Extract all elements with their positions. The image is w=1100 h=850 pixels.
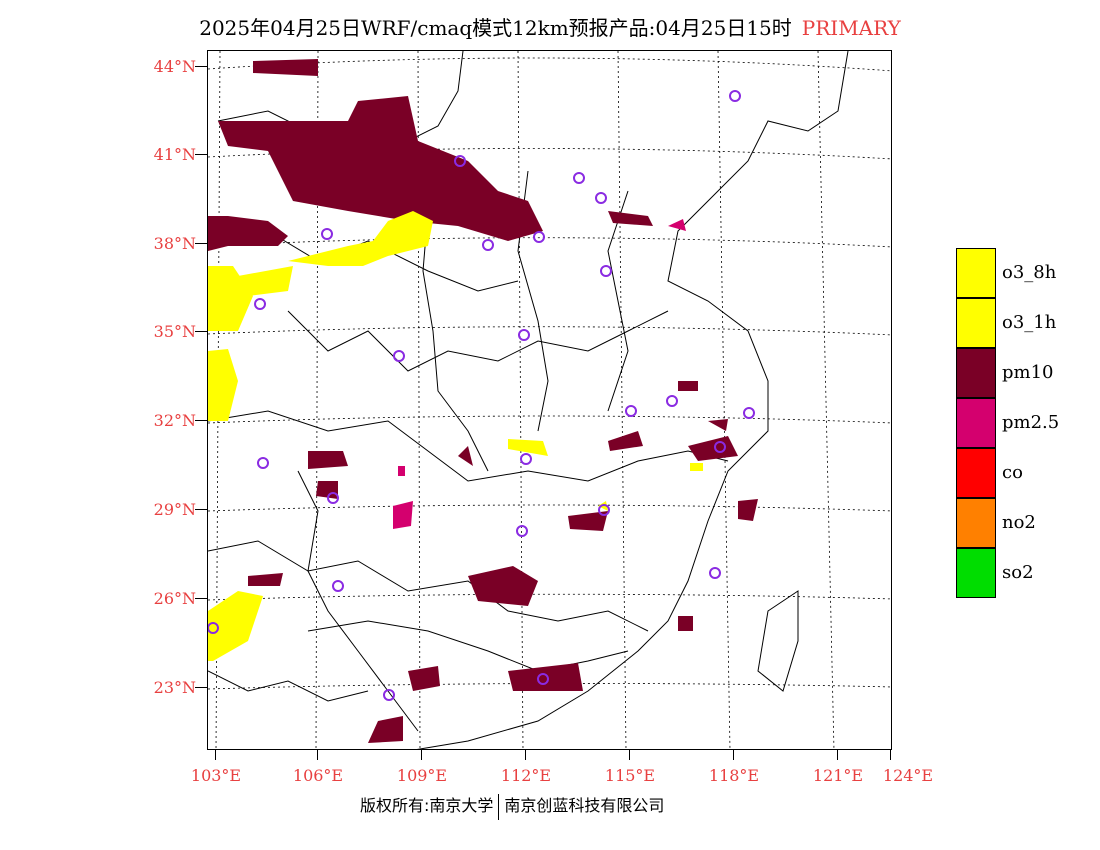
map-canvas <box>208 51 891 749</box>
legend-label: co <box>1002 462 1023 483</box>
copyright-right: 南京创蓝科技有限公司 <box>504 796 665 815</box>
copyright-footer: 版权所有:南京大学 南京创蓝科技有限公司 <box>360 792 664 820</box>
lon-label-121: 121°E <box>812 766 864 785</box>
lon-label-115: 115°E <box>604 766 656 785</box>
lon-label-106: 106°E <box>292 766 344 785</box>
legend-swatch <box>956 298 996 348</box>
lat-label-35: 35°N <box>153 322 196 341</box>
lon-tick-106 <box>317 750 318 760</box>
lon-tick-121 <box>837 750 838 760</box>
lat-label-44: 44°N <box>153 57 196 76</box>
lon-tick-103 <box>215 750 216 760</box>
lon-label-124: 124°E <box>882 766 934 785</box>
forecast-map <box>207 50 892 750</box>
lon-tick-112 <box>525 750 526 760</box>
lon-label-109: 109°E <box>396 766 448 785</box>
pm10-regions <box>208 59 758 743</box>
lat-tick-44 <box>195 66 207 67</box>
legend-label: so2 <box>1002 562 1034 583</box>
lat-tick-26 <box>195 598 207 599</box>
legend-swatch <box>956 498 996 548</box>
footer-divider <box>498 793 500 820</box>
legend-label: o3_8h <box>1002 262 1057 283</box>
lat-label-32: 32°N <box>153 411 196 430</box>
lon-tick-109 <box>421 750 422 760</box>
legend-label: pm2.5 <box>1002 412 1060 433</box>
lon-tick-118 <box>733 750 734 760</box>
legend-swatch <box>956 548 996 598</box>
lat-label-41: 41°N <box>153 145 196 164</box>
legend-label: o3_1h <box>1002 312 1057 333</box>
map-title: 2025年04月25日WRF/cmaq模式12km预报产品:04月25日15时 P… <box>0 12 1100 41</box>
legend-swatch <box>956 448 996 498</box>
lon-tick-115 <box>629 750 630 760</box>
lon-tick-124 <box>890 750 891 760</box>
legend-swatch <box>956 398 996 448</box>
station-markers <box>208 90 755 701</box>
lat-label-26: 26°N <box>153 589 196 608</box>
lat-tick-23 <box>195 687 207 688</box>
o3-regions <box>208 211 703 661</box>
primary-tag: PRIMARY <box>801 16 901 40</box>
lat-tick-38 <box>195 243 207 244</box>
legend-label: pm10 <box>1002 362 1054 383</box>
lat-label-23: 23°N <box>153 678 196 697</box>
lon-label-103: 103°E <box>190 766 242 785</box>
legend-swatch <box>956 348 996 398</box>
legend-swatch <box>956 248 996 298</box>
boundary-lines <box>208 51 849 749</box>
lat-tick-32 <box>195 420 207 421</box>
pm25-regions <box>393 219 686 529</box>
copyright-left: 版权所有:南京大学 <box>360 796 494 815</box>
lat-tick-35 <box>195 331 207 332</box>
title-text: 2025年04月25日WRF/cmaq模式12km预报产品:04月25日15时 <box>199 16 792 40</box>
lat-label-29: 29°N <box>153 500 196 519</box>
lat-tick-41 <box>195 154 207 155</box>
lat-label-38: 38°N <box>153 234 196 253</box>
lat-tick-29 <box>195 509 207 510</box>
lon-label-112: 112°E <box>500 766 552 785</box>
lon-label-118: 118°E <box>708 766 760 785</box>
legend-label: no2 <box>1002 512 1036 533</box>
